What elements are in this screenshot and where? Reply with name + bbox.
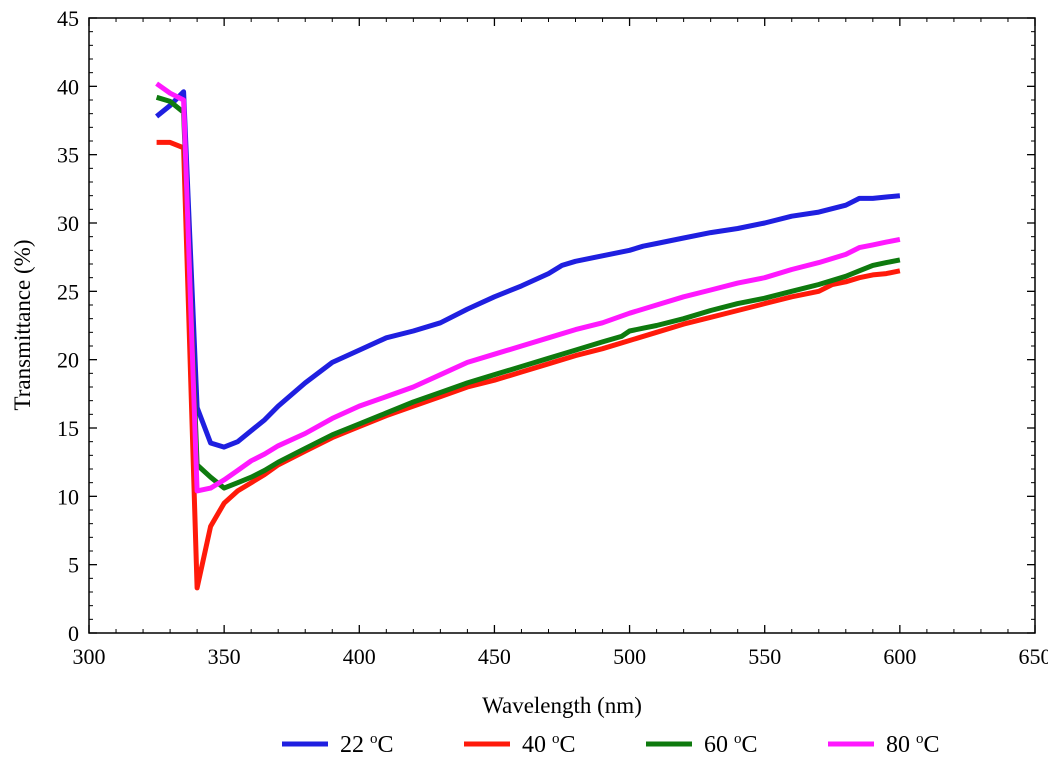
legend-label-40c: 40 oC xyxy=(522,731,576,758)
y-tick-label: 15 xyxy=(57,416,79,441)
series-lines xyxy=(155,81,901,591)
x-tick-label: 400 xyxy=(343,644,376,669)
x-tick-label: 650 xyxy=(1019,644,1048,669)
x-tick-label: 500 xyxy=(613,644,646,669)
x-axis-ticks: 300 350 400 450 500 550 600 650 xyxy=(73,18,1048,669)
x-axis-title: Wavelength (nm) xyxy=(482,693,642,718)
y-tick-label: 40 xyxy=(57,74,79,99)
y-tick-label: 10 xyxy=(57,484,79,509)
x-tick-label: 600 xyxy=(883,644,916,669)
y-axis-title: Transmittance (%) xyxy=(10,240,35,411)
series-line-80c xyxy=(155,81,901,494)
x-tick-label: 350 xyxy=(208,644,241,669)
series-line-22c xyxy=(155,89,901,450)
legend-label-60c: 60 oC xyxy=(704,731,758,758)
y-tick-label: 30 xyxy=(57,211,79,236)
plot-frame xyxy=(88,17,1036,634)
y-tick-label: 25 xyxy=(57,279,79,304)
legend-label-22c: 22 oC xyxy=(340,731,394,758)
x-tick-label: 450 xyxy=(478,644,511,669)
y-axis-ticks: 0 5 10 15 20 25 30 35 40 45 xyxy=(57,6,1035,646)
y-tick-label: 0 xyxy=(68,621,79,646)
y-tick-label: 45 xyxy=(57,6,79,31)
legend-label-80c: 80 oC xyxy=(886,731,940,758)
series-line-40c xyxy=(156,139,901,591)
y-tick-label: 35 xyxy=(57,143,79,168)
x-tick-label: 550 xyxy=(748,644,781,669)
legend: 22 oC 40 oC 60 oC 80 oC xyxy=(282,731,940,758)
y-tick-label: 20 xyxy=(57,348,79,373)
x-tick-label: 300 xyxy=(73,644,106,669)
y-tick-label: 5 xyxy=(68,553,79,578)
series-line-60c xyxy=(155,94,901,491)
